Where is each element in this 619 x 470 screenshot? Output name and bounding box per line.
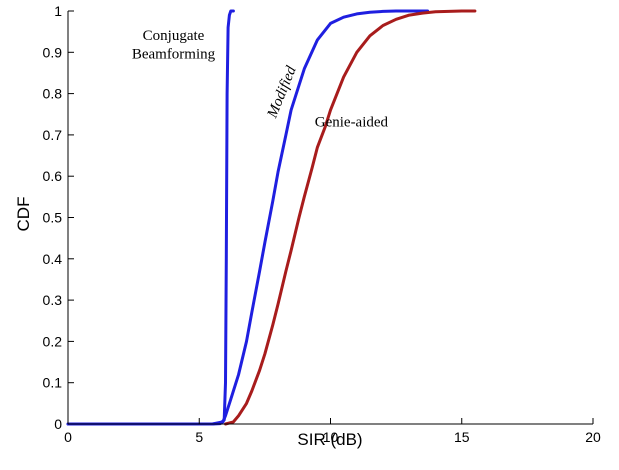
series-lines — [66, 9, 477, 426]
annotation-label: Modified — [264, 64, 300, 122]
series-line-1 — [66, 9, 235, 426]
x-tick-label: 0 — [64, 429, 72, 445]
x-tick-label: 5 — [195, 429, 203, 445]
x-axis-label: SIR (dB) — [297, 430, 362, 449]
y-tick-label: 0.7 — [43, 127, 63, 143]
tick-labels: 0 5 10 15 20 0 0.1 0.2 0.3 0.4 0.5 0.6 0.7 0.8 0.9 1 — [43, 3, 601, 445]
annotation-label: Beamforming — [132, 46, 216, 62]
y-tick-label: 0.4 — [43, 251, 63, 267]
axes — [67, 10, 594, 425]
y-tick-label: 0.6 — [43, 168, 63, 184]
annotations: Conjugate Beamforming Modified Genie-aided — [132, 28, 389, 131]
series-line-2 — [66, 9, 430, 426]
y-tick-label: 0.5 — [43, 210, 63, 226]
x-tick-label: 20 — [585, 429, 601, 445]
annotation-label: Genie-aided — [315, 115, 389, 131]
y-tick-label: 0.8 — [43, 86, 63, 102]
y-tick-label: 0.3 — [43, 292, 63, 308]
y-tick-label: 0 — [54, 416, 62, 432]
y-tick-label: 0.2 — [43, 333, 63, 349]
y-tick-label: 1 — [54, 3, 62, 19]
x-tick-label: 10 — [323, 429, 339, 445]
y-tick-label: 0.9 — [43, 44, 63, 60]
series-line-3 — [224, 9, 477, 426]
y-axis-label: CDF — [14, 197, 33, 232]
annotation-label: Conjugate — [143, 28, 205, 44]
x-tick-label: 15 — [454, 429, 470, 445]
y-tick-label: 0.1 — [43, 375, 63, 391]
